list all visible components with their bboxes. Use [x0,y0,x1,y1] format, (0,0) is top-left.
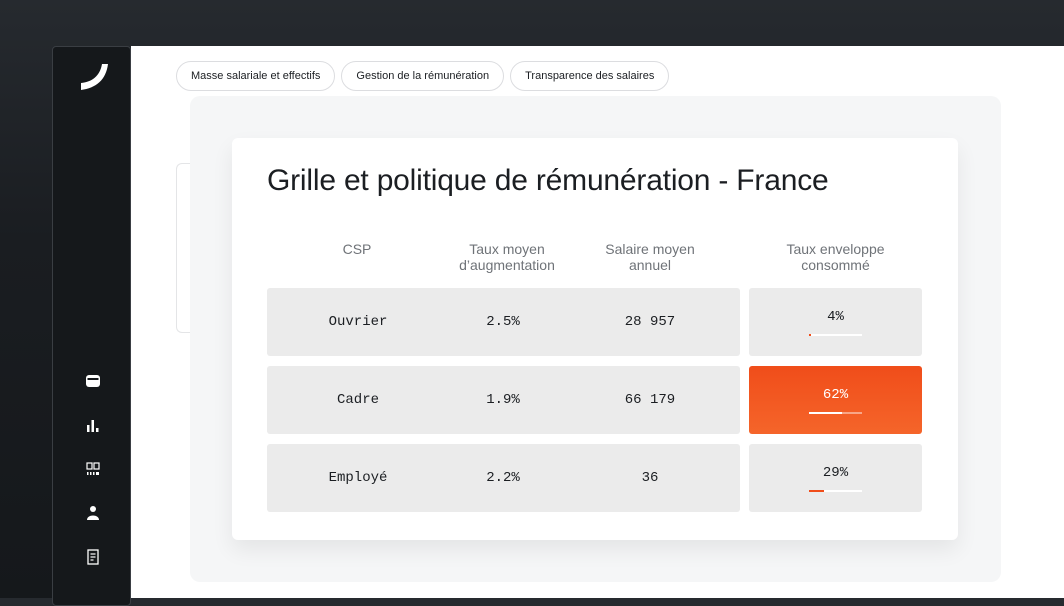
enveloppe-value: 29% [822,465,849,481]
cell-taux: 1.9% [486,392,520,408]
user-icon[interactable] [83,503,103,523]
enveloppe-cell-highlighted[interactable]: 62% [749,366,922,434]
cell-csp: Ouvrier [328,314,388,330]
cell-csp: Cadre [336,392,379,408]
enveloppe-bar-track [809,490,862,492]
enveloppe-bar-track [809,412,862,414]
wallet-icon[interactable] [83,371,103,391]
column-header-taux: Taux moyen d’augmentation [459,241,555,273]
cell-csp: Employé [328,470,388,486]
preview-panel: Grille et politique de rémunération - Fr… [190,96,1001,582]
column-header-csp: CSP [342,241,372,257]
main-content: Masse salariale et effectifs Gestion de … [131,46,1064,598]
column-header-enveloppe: Taux enveloppe consommé [786,241,885,273]
enveloppe-value: 62% [822,387,849,403]
bar-chart-icon[interactable] [83,415,103,435]
enveloppe-bar-fill [809,490,825,492]
enveloppe-value: 4% [827,309,844,325]
enveloppe-bar-track [809,334,862,336]
column-header-salaire: Salaire moyen annuel [605,241,695,273]
enveloppe-bar-fill [809,334,812,336]
sidebar [52,46,131,606]
card-title: Grille et politique de rémunération - Fr… [267,164,829,197]
table-row[interactable]: Employé 2.2% 36 [267,444,740,512]
remuneration-card: Grille et politique de rémunération - Fr… [232,138,958,540]
cell-salaire: 66 179 [624,392,676,408]
table-row[interactable]: Ouvrier 2.5% 28 957 [267,288,740,356]
cell-taux: 2.5% [486,314,520,330]
cell-taux: 2.2% [486,470,520,486]
cell-salaire: 28 957 [624,314,676,330]
cell-salaire: 36 [641,470,659,486]
tab-transparence-salaires[interactable]: Transparence des salaires [510,61,670,91]
tab-masse-salariale[interactable]: Masse salariale et effectifs [176,61,336,91]
tab-bar: Masse salariale et effectifs Gestion de … [176,61,670,91]
brand-logo[interactable] [78,62,112,92]
enveloppe-cell[interactable]: 29% [749,444,922,512]
tab-gestion-remuneration[interactable]: Gestion de la rémunération [341,61,505,91]
counter-icon[interactable] [83,459,103,479]
enveloppe-cell[interactable]: 4% [749,288,922,356]
enveloppe-bar-fill [809,412,842,414]
table-row[interactable]: Cadre 1.9% 66 179 [267,366,740,434]
document-icon[interactable] [83,547,103,567]
